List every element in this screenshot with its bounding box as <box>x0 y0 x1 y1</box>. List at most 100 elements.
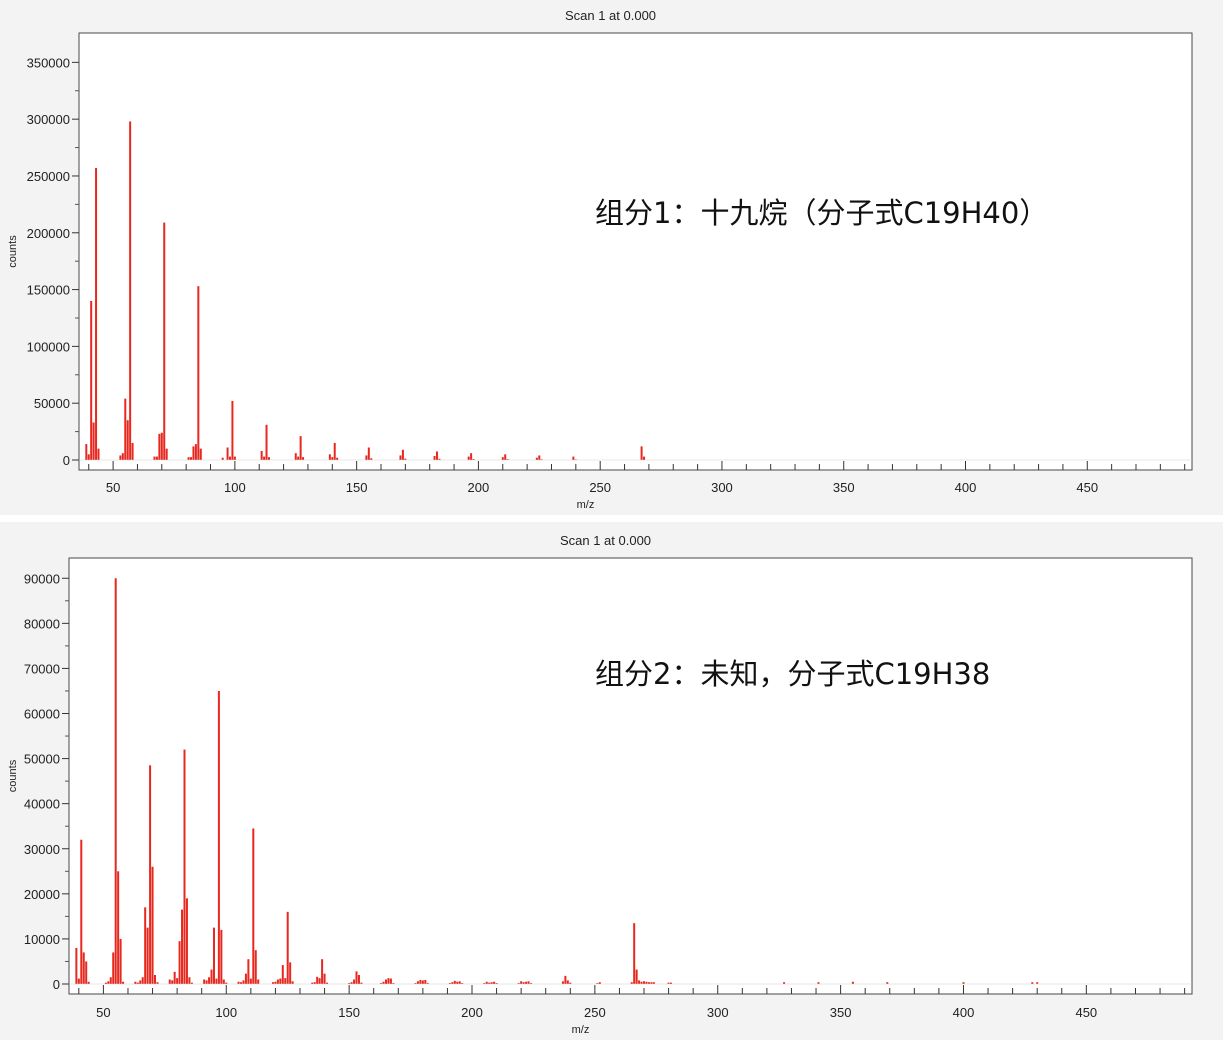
spectrum-bar <box>566 980 569 984</box>
spectrum-bar <box>333 442 336 460</box>
spectrum-bar <box>517 983 520 984</box>
x-tick-label: 150 <box>346 480 368 495</box>
spectrum-bar <box>281 965 284 984</box>
spectrum-bar <box>119 455 122 460</box>
y-tick-label: 70000 <box>24 661 60 676</box>
spectrum-bar <box>90 300 93 460</box>
spectrum-bar <box>311 982 314 984</box>
y-tick-label: 0 <box>53 977 60 992</box>
spectrum-bar <box>483 983 486 984</box>
y-tick-label: 90000 <box>24 571 60 586</box>
spectrum-bar <box>226 447 229 460</box>
spectrum-bar <box>302 457 305 460</box>
spectrum-bar <box>817 982 820 984</box>
spectrum-bar <box>173 971 176 984</box>
spectrum-bar <box>448 983 451 984</box>
spectrum-bar <box>640 981 643 984</box>
spectrum-bar <box>630 982 633 984</box>
x-tick-label: 450 <box>1075 1005 1097 1020</box>
spectrum-bar <box>527 981 530 984</box>
spectrum-bar <box>416 981 419 984</box>
spectrum-bar <box>962 982 965 984</box>
spectrum-bar <box>540 459 543 460</box>
y-tick-label: 100000 <box>27 339 70 354</box>
spectrum-bar <box>886 982 889 984</box>
spectrum-bar <box>286 911 289 984</box>
spectrum-bar <box>472 459 475 460</box>
spectrum-bar <box>222 979 225 984</box>
spectrum-bar <box>199 448 202 460</box>
spectrum-bar <box>263 456 266 460</box>
spectrum-bar <box>387 978 390 984</box>
spectrum-bar <box>205 980 208 984</box>
spectrum-bar <box>158 433 161 460</box>
spectrum-bar <box>783 982 786 984</box>
spectrum-bar <box>131 442 134 460</box>
x-tick-label: 200 <box>468 480 490 495</box>
spectrum-bar <box>318 978 321 984</box>
spectrum-bar <box>647 982 650 984</box>
y-tick-label: 150000 <box>27 283 70 298</box>
spectrum-bar <box>75 947 78 984</box>
spectrum-bar <box>365 455 368 460</box>
spectrum-bar <box>1031 982 1034 984</box>
spectrum-bar <box>493 981 496 984</box>
spectrum-bar <box>97 448 100 460</box>
spectrum-bar <box>357 974 360 984</box>
spectrum-bar <box>228 456 231 460</box>
x-tick-label: 100 <box>215 1005 237 1020</box>
spectrum-bar <box>87 454 90 460</box>
y-tick-label: 80000 <box>24 616 60 631</box>
spectrum-bar <box>336 457 339 460</box>
spectrum-bar <box>399 455 402 460</box>
x-tick-label: 300 <box>711 480 733 495</box>
spectrum-bar <box>525 981 528 984</box>
spectrum-bar <box>572 456 575 460</box>
spectrum-bar <box>643 456 646 460</box>
spectrum-bar <box>176 978 179 984</box>
spectrum-bar <box>95 168 98 460</box>
y-tick-label: 0 <box>63 453 70 468</box>
spectrum-bar <box>670 982 673 984</box>
spectrum-bar <box>424 979 427 984</box>
spectrum-bar <box>1036 982 1039 984</box>
spectrum-bar <box>323 973 326 984</box>
y-tick-label: 20000 <box>24 887 60 902</box>
spectrum-bar <box>652 982 655 984</box>
spectrum-bar <box>117 871 120 984</box>
y-axis-label: counts <box>7 235 19 268</box>
x-tick-label: 200 <box>461 1005 483 1020</box>
spectrum-bar <box>522 982 525 984</box>
spectrum-bar <box>451 982 454 984</box>
x-tick-label: 50 <box>96 1005 110 1020</box>
spectrum-bar <box>350 982 353 984</box>
spectrum-bar <box>119 938 122 984</box>
spectrum-bar <box>181 909 184 984</box>
spectrum-bar <box>217 690 220 984</box>
x-axis-label: m/z <box>572 1024 590 1036</box>
spectrum-bar <box>109 977 112 984</box>
x-tick-label: 400 <box>955 480 977 495</box>
spectrum-bar <box>247 959 250 984</box>
spectrum-bar <box>153 456 156 460</box>
spectrum-bar <box>156 982 159 984</box>
compound-annotation: 组分1：十九烷（分子式C19H40） <box>595 196 1048 230</box>
spectrum-bar <box>382 981 385 984</box>
x-tick-label: 400 <box>953 1005 975 1020</box>
spectrum-bar <box>221 457 224 460</box>
spectrum-bar <box>215 978 218 984</box>
spectrum-bar <box>456 981 459 984</box>
spectrum-bar <box>80 839 83 984</box>
spectrum-bar <box>326 982 329 984</box>
spectrum-bar <box>163 222 166 460</box>
x-tick-label: 100 <box>224 480 246 495</box>
spectrum-bar <box>569 982 572 984</box>
spectrum-bar <box>231 400 234 460</box>
spectrum-bar <box>367 447 370 460</box>
spectrum-bar <box>154 974 157 984</box>
spectrum-bar <box>370 458 373 460</box>
y-tick-label: 250000 <box>27 169 70 184</box>
spectrum-bar <box>208 977 211 984</box>
y-tick-label: 30000 <box>24 842 60 857</box>
chart-title: Scan 1 at 0.000 <box>565 8 656 23</box>
